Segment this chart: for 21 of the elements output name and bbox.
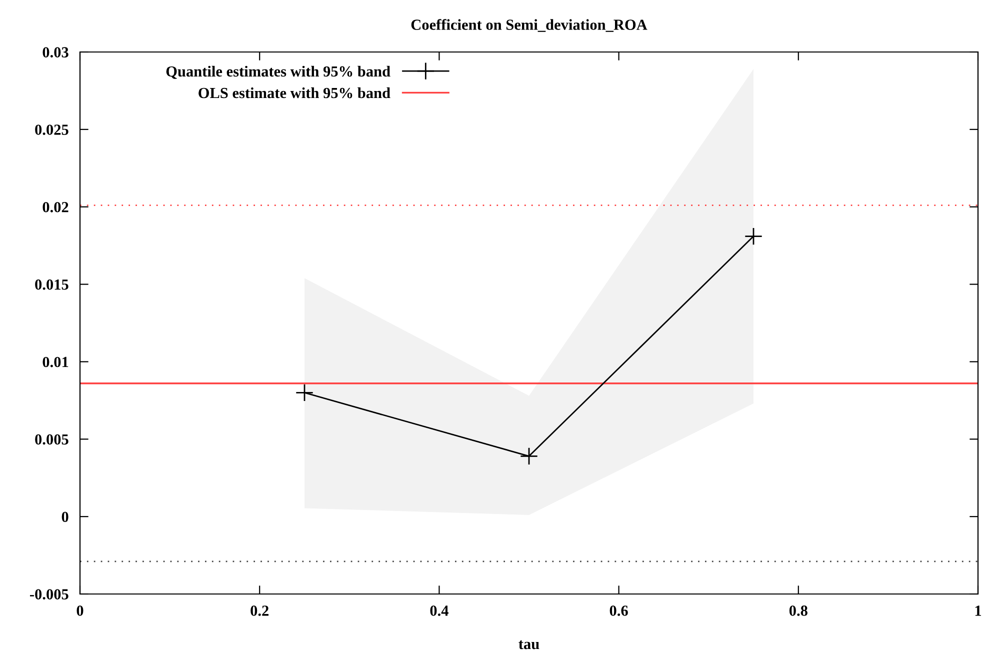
x-tick-label: 0.6 — [610, 606, 628, 616]
x-tick-label: 0.2 — [250, 606, 268, 616]
y-tick-label: 0.03 — [42, 47, 68, 58]
y-tick-label: 0.02 — [42, 202, 68, 212]
y-tick-label: 0.01 — [42, 356, 68, 368]
x-axis-title: tau — [518, 640, 540, 650]
point — [295, 384, 314, 402]
x-tick-label: 0.8 — [789, 606, 808, 616]
point — [744, 227, 763, 246]
legend-label: OLS estimate with 95% band — [198, 87, 390, 98]
x-tick-label: 0 — [76, 606, 84, 616]
chart-title: Coefficient on Semi_deviation_ROA — [411, 19, 648, 32]
y-tick-label: 0.025 — [35, 124, 68, 135]
x-tick-label: 1 — [975, 606, 982, 616]
y-tick-label: 0.005 — [35, 434, 68, 445]
x-tick-label: 0.4 — [430, 606, 448, 616]
y-tick-label: 0.015 — [35, 279, 68, 290]
point — [520, 447, 538, 466]
legend-label: Quantile estimates with 95% band — [166, 66, 390, 79]
y-tick-label: 0 — [62, 512, 68, 522]
y-tick-label: -0.005 — [30, 589, 68, 600]
